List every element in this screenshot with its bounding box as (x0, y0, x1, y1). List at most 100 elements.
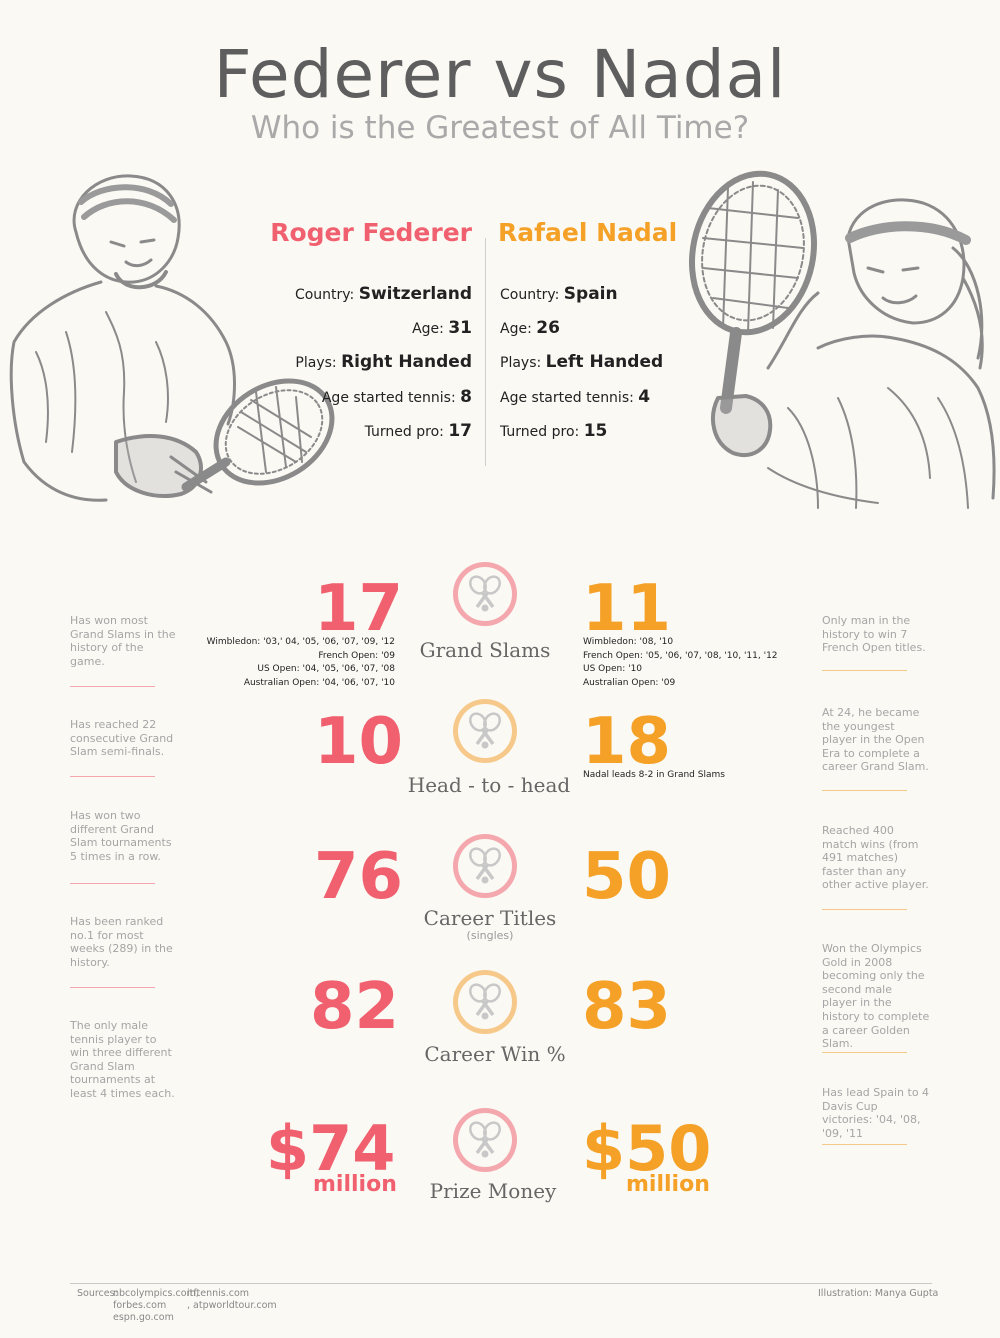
federer-age-value: 31 (448, 318, 472, 338)
sources-label: Sources: (77, 1288, 118, 1299)
grand-slams-medal (453, 562, 517, 626)
nadal-sketch-illustration (668, 168, 998, 513)
source-link[interactable]: itftennis.com (187, 1288, 250, 1299)
federer-plays-label: Plays: (295, 355, 337, 371)
nadal-grand-slams-details: Wimbledon: '08, '10 French Open: '05, '0… (583, 636, 778, 690)
career-titles-label: Career Titles (423, 906, 557, 930)
federer-fact-divider (70, 686, 155, 687)
nadal-fact-divider (822, 1144, 907, 1145)
nadal-fact: Reached 400 match wins (from 491 matches… (822, 824, 929, 892)
prize-money-label: Prize Money (429, 1179, 557, 1203)
federer-name: Roger Federer (270, 218, 472, 247)
career-titles-sublabel: (singles) (466, 929, 514, 942)
nadal-started-value: 4 (638, 387, 651, 407)
nadal-started-row: Age started tennis: 4 (500, 387, 650, 407)
federer-win-percent-value: 82 (310, 970, 400, 1044)
federer-prize-money-unit: million (313, 1172, 397, 1197)
federer-pro-value: 17 (448, 421, 472, 441)
nadal-grand-slams-value: 11 (582, 572, 672, 646)
tennis-rackets-icon (469, 983, 501, 1020)
federer-fact: Has been ranked no.1 for most weeks (289… (70, 915, 173, 969)
federer-detail-line: Wimbledon: '03,' 04, '05, '06, '07, '09,… (206, 637, 395, 647)
nadal-started-label: Age started tennis: (500, 390, 634, 406)
page-title: Federer vs Nadal (213, 36, 787, 113)
federer-age-label: Age: (412, 321, 444, 337)
federer-grand-slams-details: Wimbledon: '03,' 04, '05, '06, '07, '09,… (207, 636, 395, 690)
win-percent-medal (453, 970, 517, 1034)
federer-pro-row: Turned pro: 17 (365, 421, 472, 441)
nadal-country-label: Country: (500, 287, 560, 303)
federer-fact-divider (70, 776, 155, 777)
nadal-pro-label: Turned pro: (500, 424, 580, 440)
nadal-head-to-head-value: 18 (582, 705, 672, 779)
grand-slams-label: Grand Slams (419, 638, 551, 662)
federer-fact-divider (70, 987, 155, 988)
source-link[interactable]: forbes.com (113, 1300, 167, 1311)
nadal-plays-row: Plays: Left Handed (500, 352, 663, 372)
illustration-credit: Illustration: Manya Gupta (818, 1288, 939, 1299)
federer-plays-value: Right Handed (341, 352, 472, 372)
federer-grand-slams-value: 17 (314, 572, 404, 646)
nadal-age-label: Age: (500, 321, 532, 337)
source-link[interactable]: espn.go.com (113, 1312, 174, 1323)
source-link[interactable]: , atpworldtour.com (187, 1300, 277, 1311)
nadal-age-value: 26 (536, 318, 560, 338)
career-titles-medal (453, 834, 517, 898)
nadal-country-row: Country: Spain (500, 284, 618, 304)
federer-plays-row: Plays: Right Handed (295, 352, 472, 372)
nadal-fact: At 24, he became the youngest player in … (822, 706, 929, 774)
tennis-rackets-icon (469, 1121, 501, 1158)
federer-started-value: 8 (460, 387, 472, 407)
nadal-prize-money-unit: million (626, 1172, 710, 1197)
federer-country-label: Country: (294, 287, 355, 303)
federer-age-row: Age: 31 (412, 318, 472, 338)
federer-country-row: Country: Switzerland (295, 284, 472, 304)
head-to-head-medal (453, 699, 517, 763)
sources-list: nbcolympics.com, forbes.com espn.go.com (113, 1288, 199, 1324)
tennis-rackets-icon (469, 847, 501, 884)
federer-detail-line: Australian Open: '04, '06, '07, '10 (243, 677, 395, 688)
nadal-fact-divider (822, 909, 907, 910)
federer-detail-line: US Open: '04, '05, '06, '07, '08 (257, 664, 395, 674)
tennis-rackets-icon (469, 712, 501, 749)
federer-detail-line: French Open: '09 (318, 650, 395, 661)
nadal-pro-row: Turned pro: 15 (500, 421, 607, 441)
source-link[interactable]: nbcolympics.com, (113, 1288, 199, 1299)
federer-started-row: Age started tennis: 8 (322, 387, 472, 407)
nadal-fact-divider (822, 670, 907, 671)
win-percent-label: Career Win % (424, 1042, 566, 1066)
sources-list-2: itftennis.com , atpworldtour.com (187, 1288, 277, 1312)
profile-divider (485, 238, 486, 466)
federer-head-to-head-value: 10 (314, 705, 404, 779)
nadal-win-percent-value: 83 (582, 970, 672, 1044)
nadal-pro-value: 15 (583, 421, 608, 441)
nadal-detail-line: French Open: '05, '06, '07, '08, '10, '1… (583, 650, 778, 661)
federer-country-value: Switzerland (358, 284, 472, 304)
page-subtitle: Who is the Greatest of All Time? (250, 110, 750, 146)
nadal-prize-money-value: $50 (582, 1112, 712, 1185)
federer-pro-label: Turned pro: (364, 424, 444, 440)
federer-fact-divider (70, 883, 155, 884)
prize-money-medal (453, 1108, 517, 1172)
tennis-rackets-icon (469, 575, 501, 612)
nadal-plays-label: Plays: (500, 355, 542, 371)
nadal-detail-line: Wimbledon: '08, '10 (583, 637, 674, 647)
federer-prize-money-value: $74 (266, 1112, 396, 1185)
nadal-fact: Won the Olympics Gold in 2008 becoming o… (822, 942, 930, 1051)
nadal-detail-line: US Open: '10 (583, 664, 643, 674)
federer-career-titles-value: 76 (314, 840, 404, 914)
nadal-fact: Has lead Spain to 4 Davis Cup victories:… (822, 1086, 930, 1140)
nadal-head-to-head-detail: Nadal leads 8-2 in Grand Slams (583, 770, 725, 780)
head-to-head-label: Head - to - head (407, 773, 571, 797)
nadal-name: Rafael Nadal (498, 218, 678, 247)
nadal-age-row: Age: 26 (500, 318, 560, 338)
federer-fact: Has won most Grand Slams in the history … (70, 614, 176, 668)
nadal-fact-divider (822, 790, 907, 791)
federer-sketch-illustration (6, 162, 336, 522)
federer-fact: Has won two different Grand Slam tournam… (70, 809, 172, 863)
nadal-career-titles-value: 50 (582, 840, 672, 914)
nadal-fact: Only man in the history to win 7 French … (822, 614, 926, 655)
nadal-country-value: Spain (563, 284, 618, 304)
footer-divider (70, 1283, 932, 1284)
nadal-plays-value: Left Handed (545, 352, 664, 372)
